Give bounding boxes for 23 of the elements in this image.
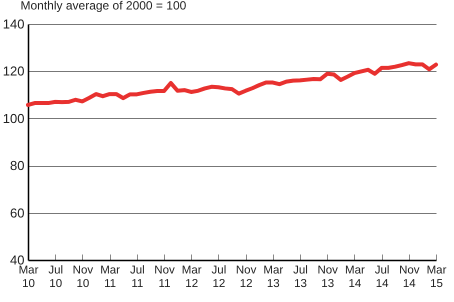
x-tick-label: Jul 11: [130, 264, 145, 290]
x-tick-label: Mar 10: [18, 264, 39, 290]
y-tick-label: 100: [2, 110, 24, 126]
x-tick-label: Nov 12: [236, 264, 257, 290]
x-tick-label: Nov 14: [399, 264, 420, 290]
x-tick-label: Jul 14: [374, 264, 390, 290]
y-tick-label: 60: [10, 205, 24, 220]
y-axis-title: Monthly average of 2000 = 100: [20, 0, 187, 12]
x-tick-label: Jul 10: [48, 264, 64, 290]
x-tick-label: Jul 13: [293, 264, 308, 290]
x-tick-label: Mar 11: [100, 264, 120, 290]
x-tick-label: Jul 12: [212, 264, 226, 290]
x-tick-label: Nov 10: [72, 264, 94, 290]
x-tick-label: Nov 11: [154, 264, 175, 290]
y-tick-label: 120: [2, 64, 24, 79]
y-tick-label: 80: [10, 158, 24, 174]
x-tick-label: Mar 15: [426, 264, 447, 290]
y-tick-label: 140: [2, 16, 24, 32]
x-tick-label: Mar 13: [263, 264, 284, 290]
x-tick-label: Mar 14: [344, 264, 365, 290]
x-tick-label: Mar 12: [182, 264, 202, 290]
line-series: [26, 61, 438, 107]
x-tick-label: Nov 13: [317, 264, 338, 290]
